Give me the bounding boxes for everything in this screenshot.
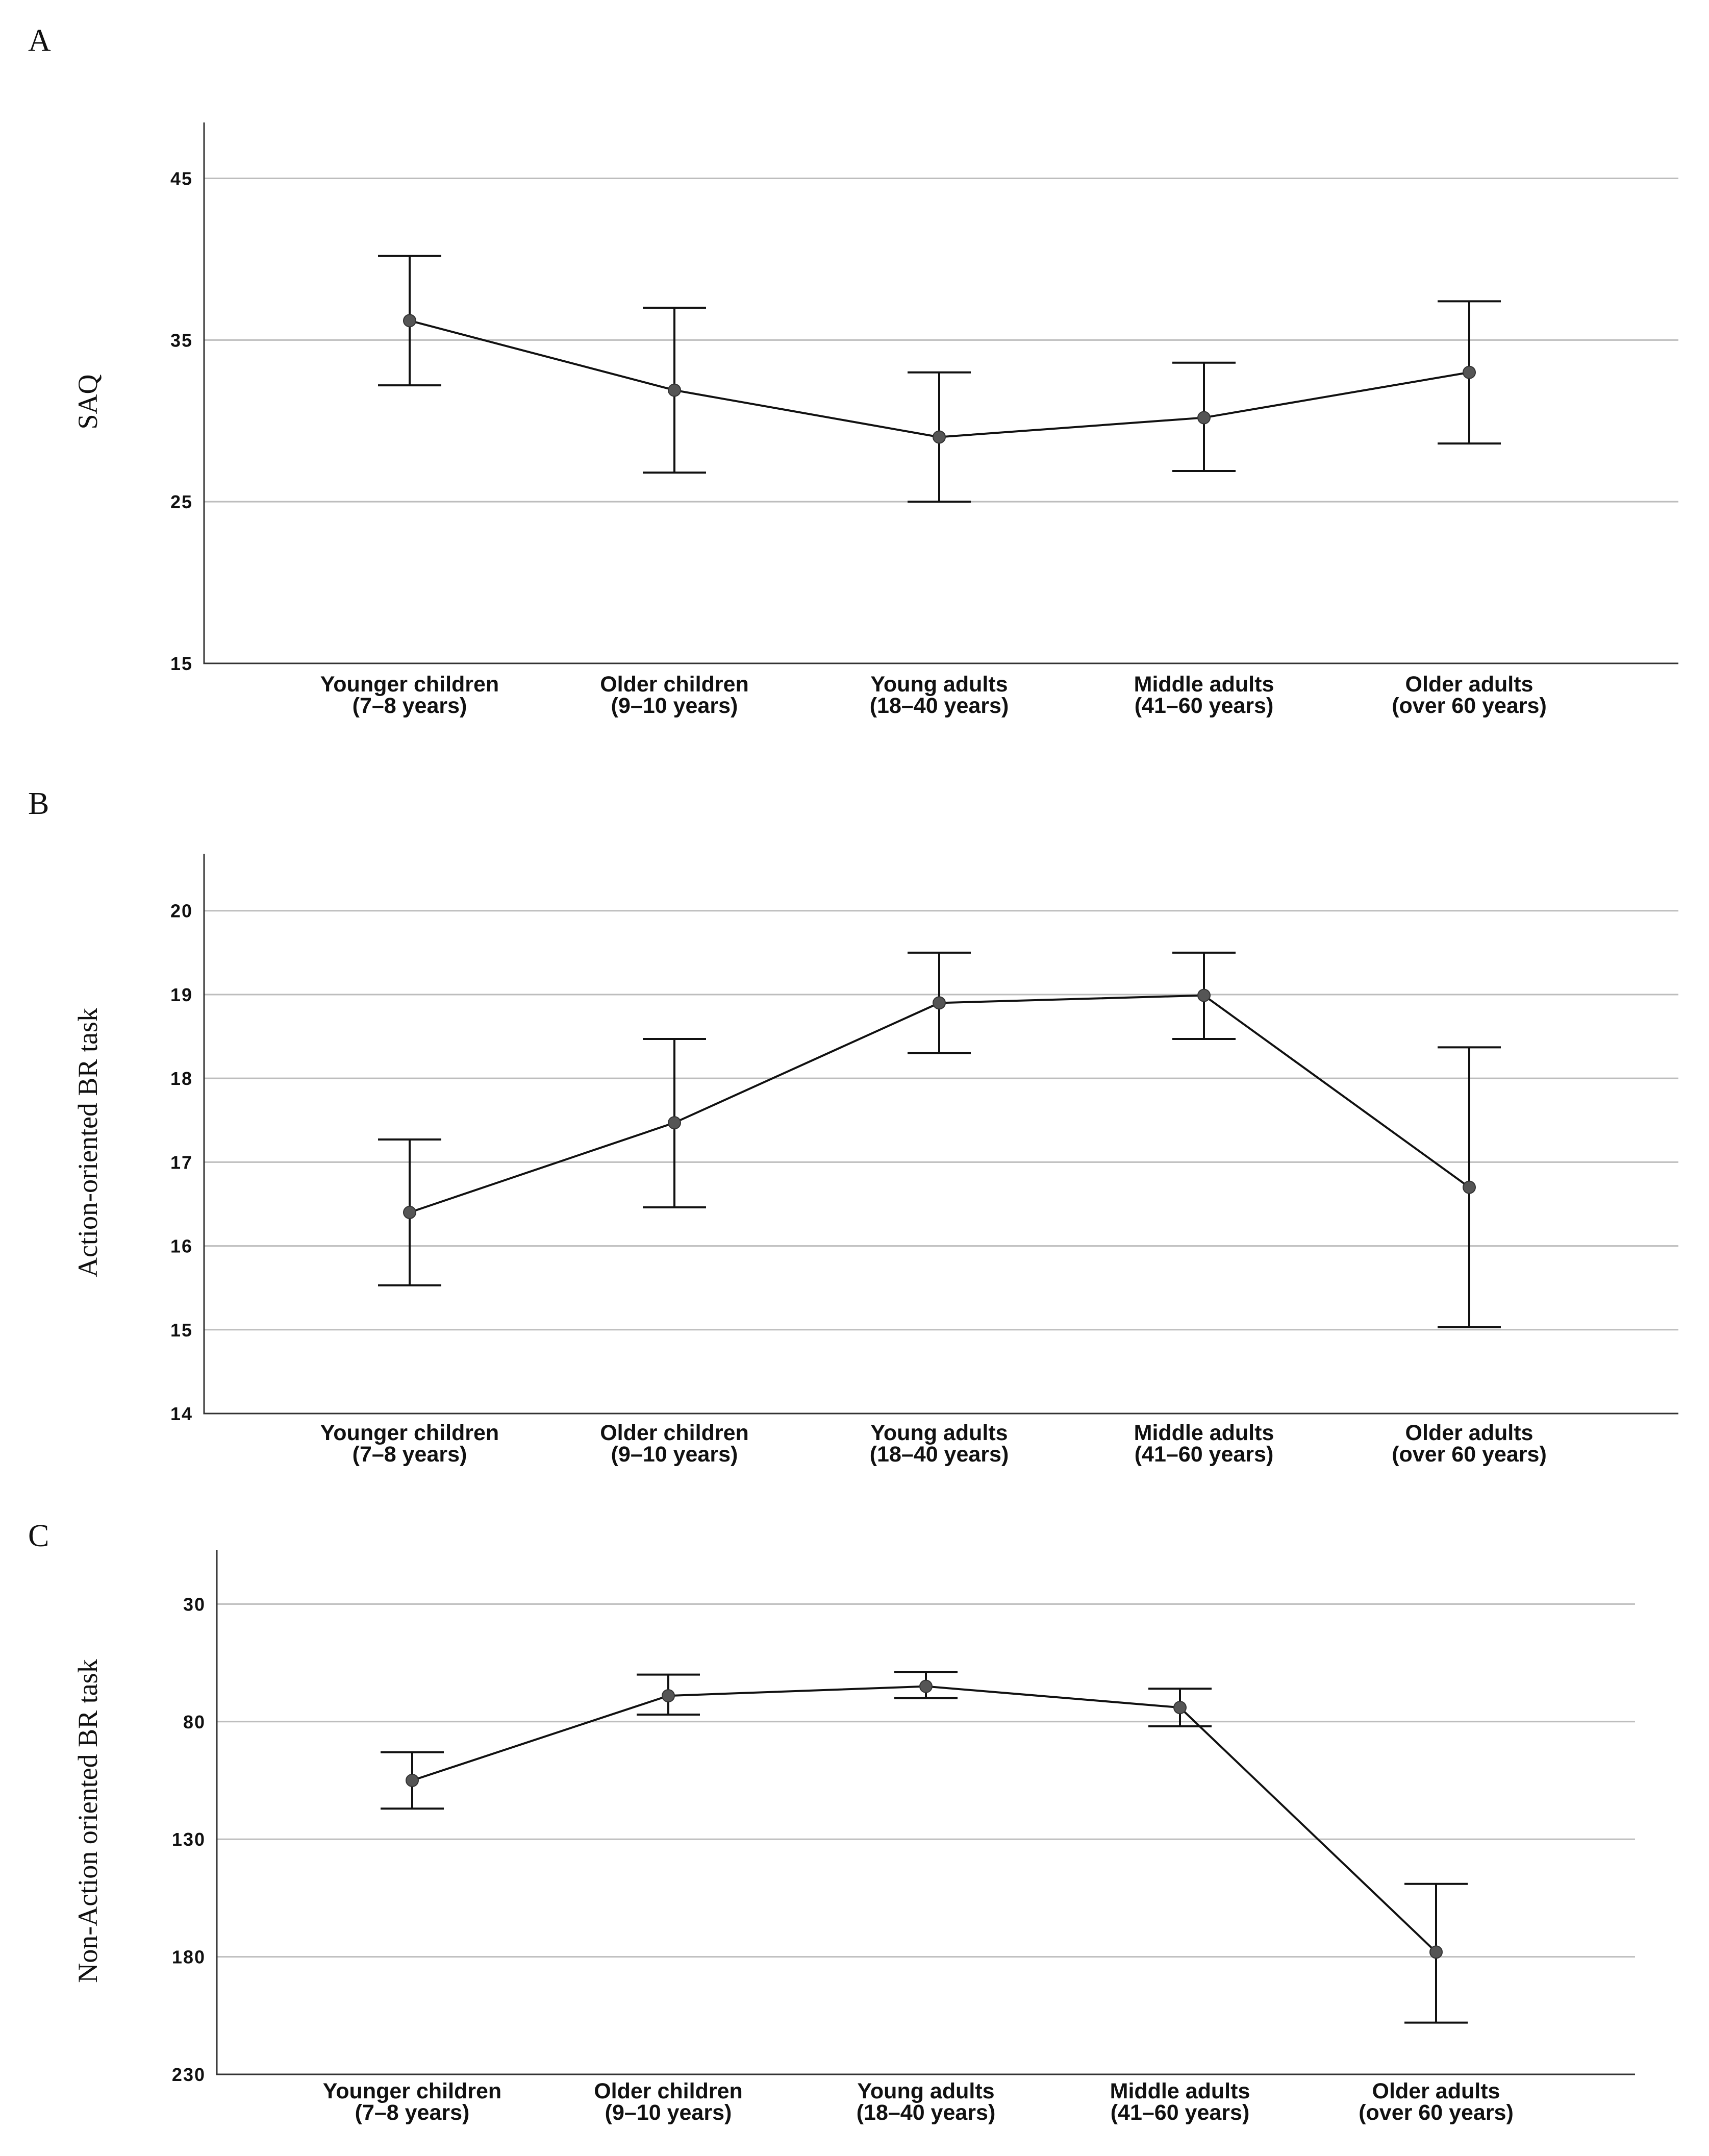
y-axis-label: Action-oriented BR task — [72, 1008, 103, 1277]
data-point — [1463, 365, 1476, 379]
category-label: Young adults (18–40 years) — [857, 2079, 996, 2125]
data-point — [403, 1205, 416, 1219]
category-label: Younger children (7–8 years) — [320, 672, 499, 718]
data-point — [406, 1773, 419, 1787]
data-point — [668, 383, 681, 397]
y-tick-label: 25 — [170, 491, 193, 512]
category-label: Young adults (18–40 years) — [870, 1421, 1009, 1467]
data-point — [662, 1689, 675, 1703]
panel-letter: A — [28, 23, 51, 58]
category-label: Middle adults (41–60 years) — [1110, 2079, 1250, 2125]
category-label: Older adults (over 60 years) — [1392, 1421, 1547, 1467]
y-tick-label: 18 — [170, 1068, 193, 1089]
y-axis-label: SAQ — [72, 374, 103, 429]
panel-c: C 30 80 130 180 230 Non-Action oriented BR tas… — [28, 1519, 1635, 2125]
category-label: Older adults (over 60 years) — [1359, 2079, 1514, 2125]
y-tick-label: 45 — [170, 168, 193, 189]
y-tick-label: 20 — [170, 901, 193, 922]
mean-line — [412, 1685, 1437, 1953]
panel-a: A 15 25 35 45 SAQ Younger children (7–8 years) O… — [28, 23, 1678, 718]
data-point — [919, 1679, 933, 1693]
y-axis-label: Non-Action oriented BR task — [72, 1659, 103, 1982]
data-point — [1429, 1945, 1443, 1959]
data-point — [668, 1116, 681, 1130]
y-tick-label: 130 — [172, 1829, 206, 1850]
category-label: Young adults (18–40 years) — [870, 672, 1009, 718]
data-point — [933, 996, 946, 1010]
category-label: Younger children (7–8 years) — [320, 1421, 499, 1467]
category-label: Middle adults (41–60 years) — [1134, 1421, 1274, 1467]
y-tick-label: 17 — [170, 1152, 193, 1173]
y-tick-label: 30 — [183, 1594, 206, 1615]
data-point — [1197, 988, 1211, 1002]
y-tick-label: 16 — [170, 1236, 193, 1257]
y-tick-label: 15 — [170, 1320, 193, 1341]
category-label: Younger children (7–8 years) — [323, 2079, 501, 2125]
axes — [203, 854, 1678, 1415]
category-label: Older children (9–10 years) — [600, 1421, 749, 1467]
y-tick-label: 14 — [170, 1403, 193, 1424]
y-tick-label: 80 — [183, 1712, 206, 1732]
y-tick-label: 19 — [170, 984, 193, 1005]
y-tick-label: 180 — [172, 1947, 206, 1968]
y-tick-label: 35 — [170, 330, 193, 351]
data-point — [1173, 1701, 1187, 1715]
y-tick-label: 230 — [172, 2064, 206, 2085]
panel-b: B 14 15 16 17 18 19 20 Action-oriented BR task Yo… — [28, 786, 1678, 1467]
y-tick-label: 15 — [170, 653, 193, 674]
data-point — [933, 430, 946, 444]
data-point — [1463, 1180, 1476, 1194]
panel-letter: B — [28, 786, 49, 821]
category-label: Older children (9–10 years) — [594, 2079, 743, 2125]
category-label: Middle adults (41–60 years) — [1134, 672, 1274, 718]
category-label: Older children (9–10 years) — [600, 672, 749, 718]
data-point — [403, 314, 416, 328]
axes — [203, 122, 1678, 664]
category-label: Older adults (over 60 years) — [1392, 672, 1547, 718]
panel-letter: C — [28, 1519, 49, 1553]
axes — [216, 1550, 1635, 2075]
data-point — [1197, 411, 1211, 425]
